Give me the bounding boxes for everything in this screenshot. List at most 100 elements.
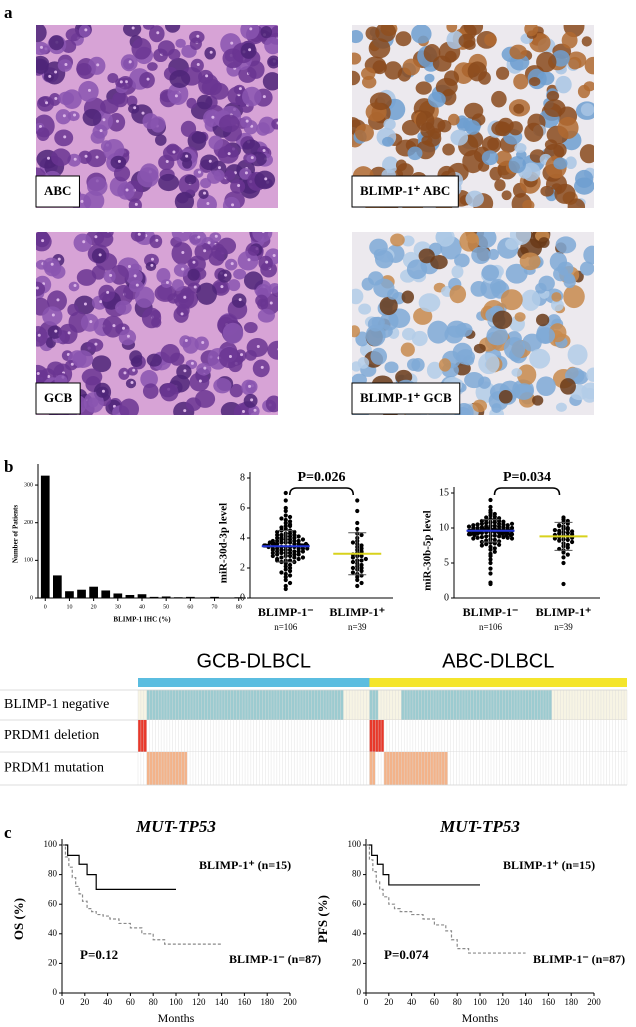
cell bbox=[513, 103, 525, 114]
nucleolus bbox=[133, 106, 137, 110]
nucleolus bbox=[150, 263, 154, 267]
nucleolus bbox=[123, 371, 127, 375]
data-point bbox=[292, 541, 297, 547]
nucleolus bbox=[262, 149, 266, 153]
nucleolus bbox=[240, 353, 244, 357]
cell bbox=[505, 263, 528, 284]
cell bbox=[147, 62, 158, 71]
cell bbox=[119, 398, 140, 415]
x-axis-label: Months bbox=[462, 1011, 499, 1025]
cell bbox=[370, 347, 388, 365]
cell bbox=[551, 299, 564, 312]
data-point bbox=[557, 538, 562, 543]
nucleolus bbox=[96, 63, 100, 67]
data-point bbox=[279, 537, 284, 542]
row-label: BLIMP-1 negative bbox=[4, 697, 109, 712]
cell bbox=[129, 350, 143, 364]
cell bbox=[524, 25, 539, 37]
y-axis-label: OS (%) bbox=[11, 898, 26, 940]
group-label: GCB-DLBCL bbox=[196, 650, 310, 672]
x-tick-label: 0 bbox=[44, 604, 47, 610]
cell bbox=[157, 40, 175, 56]
data-point bbox=[303, 541, 309, 547]
nucleolus bbox=[230, 41, 234, 45]
data-point bbox=[283, 508, 288, 514]
nucleolus bbox=[137, 232, 141, 236]
data-point bbox=[552, 528, 558, 533]
data-point bbox=[350, 559, 356, 565]
cell bbox=[227, 279, 241, 292]
nucleolus bbox=[36, 286, 39, 290]
data-point bbox=[350, 570, 356, 575]
data-point bbox=[275, 552, 280, 557]
data-point bbox=[287, 553, 293, 559]
cell bbox=[100, 99, 119, 114]
data-point bbox=[279, 570, 284, 575]
data-point bbox=[283, 574, 288, 580]
bar bbox=[186, 596, 195, 598]
data-point bbox=[359, 573, 364, 578]
nucleolus bbox=[231, 203, 235, 207]
cell bbox=[115, 300, 132, 315]
micrograph bbox=[36, 232, 278, 415]
data-point bbox=[475, 535, 480, 540]
data-point bbox=[287, 550, 293, 556]
nucleolus bbox=[262, 95, 266, 99]
bar bbox=[65, 591, 74, 598]
x-tick-label: BLIMP-1⁻ bbox=[463, 605, 519, 619]
chart-title: MUT-TP53 bbox=[439, 817, 520, 836]
x-tick-label: 140 bbox=[215, 997, 229, 1007]
cell bbox=[88, 397, 99, 408]
significance-bracket bbox=[493, 487, 561, 496]
cell bbox=[100, 232, 114, 239]
cell bbox=[58, 91, 75, 105]
data-point bbox=[292, 555, 297, 560]
row-background bbox=[138, 752, 627, 785]
y-tick-label: 100 bbox=[24, 558, 33, 564]
data-point bbox=[359, 580, 364, 586]
nucleolus bbox=[197, 235, 201, 239]
data-point bbox=[359, 543, 364, 548]
cell bbox=[464, 120, 481, 135]
cell bbox=[171, 232, 192, 242]
cell bbox=[478, 376, 491, 389]
cell bbox=[379, 296, 398, 316]
x-tick-label: 20 bbox=[91, 604, 97, 610]
cell bbox=[577, 84, 591, 99]
data-point bbox=[355, 577, 360, 583]
data-point bbox=[296, 534, 301, 539]
bar bbox=[137, 594, 147, 598]
data-point bbox=[350, 555, 356, 560]
category-note: n=106 bbox=[274, 622, 298, 632]
cell bbox=[196, 94, 213, 110]
bar bbox=[210, 596, 219, 598]
cell bbox=[142, 383, 159, 399]
cell bbox=[413, 307, 433, 325]
data-point bbox=[565, 537, 570, 543]
nucleolus bbox=[130, 380, 134, 384]
cell bbox=[213, 169, 225, 181]
bar bbox=[113, 593, 123, 598]
bar bbox=[125, 594, 135, 598]
cell bbox=[580, 103, 594, 117]
cell bbox=[546, 90, 560, 102]
data-point bbox=[300, 549, 306, 554]
data-point bbox=[355, 526, 360, 532]
cell bbox=[185, 397, 202, 412]
cell bbox=[466, 233, 479, 244]
cell bbox=[271, 25, 278, 38]
cell bbox=[107, 73, 119, 84]
data-point bbox=[488, 504, 493, 510]
cell bbox=[372, 60, 387, 75]
cell bbox=[175, 38, 186, 48]
data-point bbox=[479, 521, 484, 526]
nucleolus bbox=[155, 238, 159, 242]
nucleolus bbox=[172, 150, 176, 154]
cell bbox=[91, 355, 112, 373]
x-tick-label: 100 bbox=[473, 997, 487, 1007]
data-point bbox=[468, 532, 473, 537]
cell bbox=[352, 325, 360, 338]
nucleolus bbox=[46, 156, 50, 160]
panel-label: b bbox=[4, 457, 13, 476]
